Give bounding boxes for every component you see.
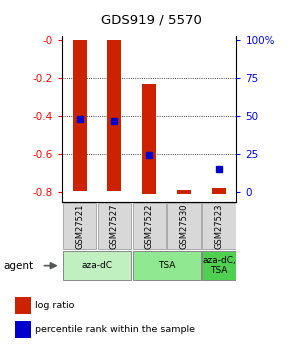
Text: TSA: TSA [158,261,175,270]
Text: GSM27527: GSM27527 [110,203,119,249]
Text: GDS919 / 5570: GDS919 / 5570 [101,14,202,27]
Text: log ratio: log ratio [35,301,74,310]
Bar [98,203,131,249]
Text: percentile rank within the sample: percentile rank within the sample [35,325,195,334]
Bar [142,84,156,194]
Bar [177,190,191,194]
Text: agent: agent [3,261,33,270]
Text: aza-dC: aza-dC [82,261,112,270]
Bar [73,40,87,191]
Bar [63,203,96,249]
Bar [167,203,201,249]
Bar [212,188,226,194]
Bar [202,252,236,280]
Bar [132,252,201,280]
Text: GSM27522: GSM27522 [145,203,154,249]
Bar [15,321,31,338]
Bar [132,203,166,249]
Bar [15,297,31,314]
Text: aza-dC,
TSA: aza-dC, TSA [202,256,236,275]
Bar [107,40,121,191]
Text: GSM27521: GSM27521 [75,203,84,249]
Bar [63,252,131,280]
Text: GSM27530: GSM27530 [180,203,188,249]
Text: GSM27523: GSM27523 [215,203,223,249]
Bar [202,203,236,249]
